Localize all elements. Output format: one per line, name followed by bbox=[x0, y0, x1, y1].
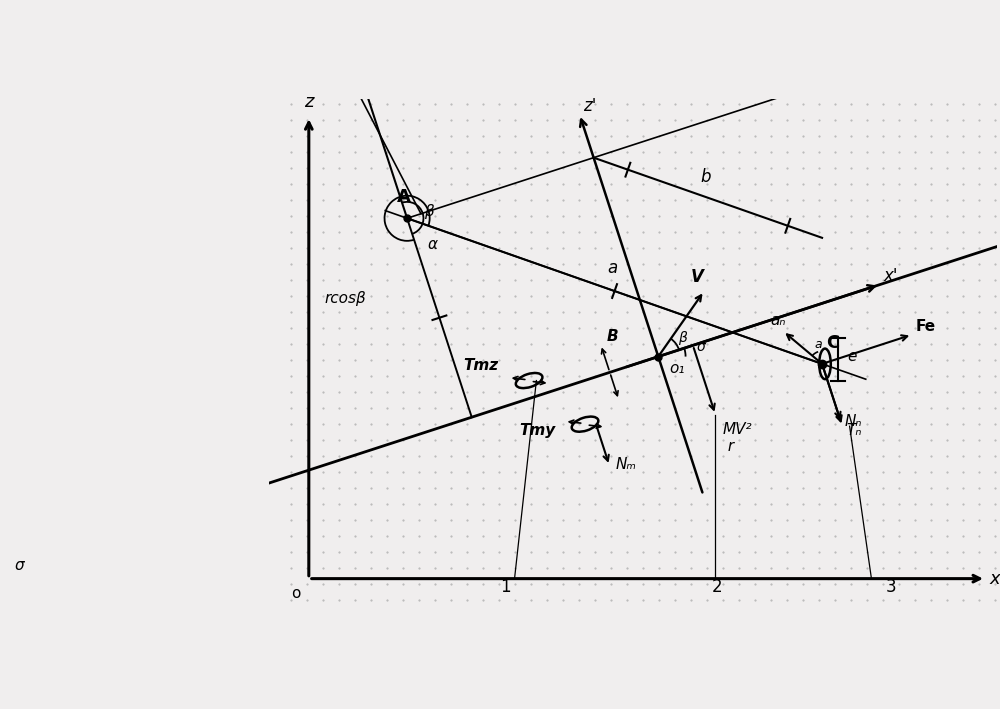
Text: Tₙ: Tₙ bbox=[846, 423, 861, 438]
Text: Tmz: Tmz bbox=[464, 357, 499, 373]
Text: b: b bbox=[701, 168, 711, 186]
Text: α: α bbox=[428, 237, 438, 252]
Text: B: B bbox=[607, 329, 618, 344]
Text: Nₙ: Nₙ bbox=[845, 414, 862, 430]
Text: σ: σ bbox=[15, 558, 25, 573]
Text: o: o bbox=[291, 586, 300, 601]
Text: Nₘ: Nₘ bbox=[615, 457, 636, 472]
Text: β: β bbox=[678, 331, 687, 345]
Text: rcosβ: rcosβ bbox=[324, 291, 366, 306]
Text: z: z bbox=[304, 94, 314, 111]
Text: x': x' bbox=[883, 267, 898, 285]
Text: σ: σ bbox=[696, 340, 705, 354]
Text: Tmy: Tmy bbox=[520, 423, 556, 438]
Text: β: β bbox=[424, 203, 434, 218]
Text: a: a bbox=[815, 338, 822, 351]
Text: V: V bbox=[691, 268, 704, 286]
Text: C: C bbox=[826, 334, 839, 352]
Text: a: a bbox=[607, 259, 618, 277]
Text: 1: 1 bbox=[500, 578, 511, 596]
Text: aₙ: aₙ bbox=[770, 313, 785, 328]
Text: Fe: Fe bbox=[916, 319, 936, 334]
Text: 2: 2 bbox=[712, 578, 722, 596]
Text: 3: 3 bbox=[886, 578, 897, 596]
Text: x: x bbox=[990, 569, 1000, 588]
Text: z': z' bbox=[583, 96, 597, 115]
Text: MV²
 r: MV² r bbox=[723, 422, 752, 454]
Text: e: e bbox=[847, 349, 856, 364]
Text: o₁: o₁ bbox=[669, 361, 685, 376]
Text: A: A bbox=[397, 189, 410, 206]
